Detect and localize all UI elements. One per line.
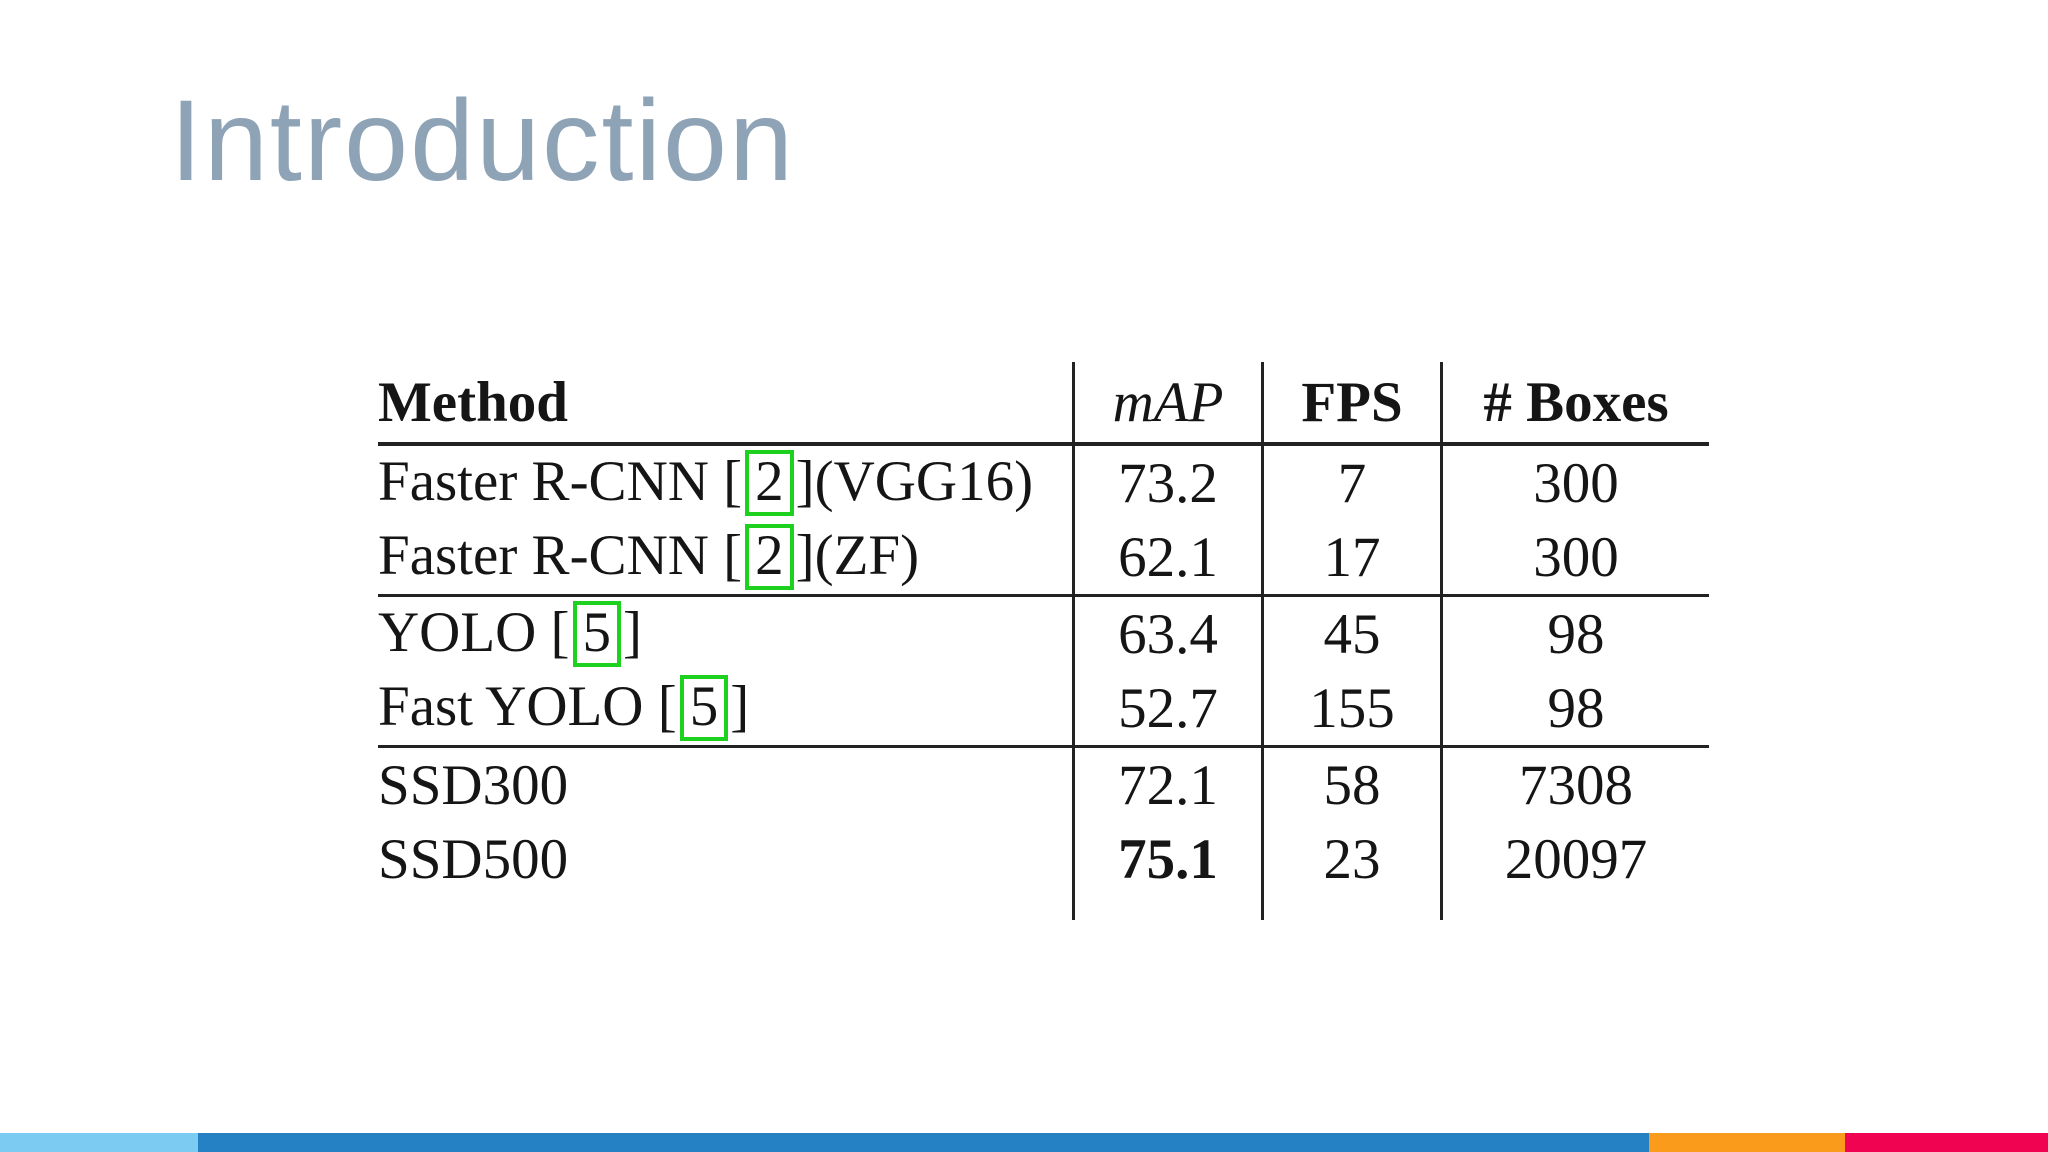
table-body: Faster R-CNN [2](VGG16) 73.2 7 300 Faste… — [378, 444, 1709, 896]
citation-box: 5 — [679, 674, 729, 742]
benchmark-table-wrap: Method mAP FPS # Boxes Faster R-CNN [2](… — [378, 362, 1709, 920]
footer-segment-pink — [1845, 1133, 2048, 1152]
boxes-cell: 300 — [1440, 444, 1709, 520]
map-cell: 73.2 — [1072, 444, 1263, 520]
fps-cell: 7 — [1261, 444, 1442, 520]
fps-cell: 45 — [1261, 594, 1442, 671]
citation-box: 5 — [572, 600, 622, 668]
method-cell: SSD500 — [378, 822, 1074, 896]
citation-box: 2 — [745, 523, 794, 591]
map-cell: 72.1 — [1072, 745, 1263, 822]
footer-segment-light-blue — [0, 1133, 199, 1152]
method-text: Fast YOLO [ — [378, 674, 677, 738]
map-cell: 52.7 — [1072, 671, 1263, 747]
method-cell: Faster R-CNN [2](ZF) — [378, 520, 1074, 596]
table-row: Faster R-CNN [2](ZF) 62.1 17 300 — [378, 520, 1709, 596]
method-cell: YOLO [5] — [378, 594, 1074, 671]
table-foot — [378, 896, 1709, 920]
boxes-cell: 20097 — [1440, 822, 1709, 896]
boxes-cell: 98 — [1440, 594, 1709, 671]
table-row: YOLO [5] 63.4 45 98 — [378, 594, 1709, 671]
tail-boxes-cell — [1440, 896, 1709, 920]
table-tail-row — [378, 896, 1709, 920]
header-fps: FPS — [1261, 362, 1442, 446]
method-text-suffix: ](VGG16) — [795, 449, 1034, 513]
tail-fps-cell — [1261, 896, 1442, 920]
table-header: Method mAP FPS # Boxes — [378, 362, 1709, 446]
table-row: SSD300 72.1 58 7308 — [378, 745, 1709, 822]
footer-segment-dark-blue — [198, 1133, 1650, 1152]
method-text: YOLO [ — [378, 600, 570, 664]
method-text: Faster R-CNN [ — [378, 449, 743, 513]
method-text: Faster R-CNN [ — [378, 523, 743, 587]
table-row: Faster R-CNN [2](VGG16) 73.2 7 300 — [378, 444, 1709, 520]
method-text: SSD500 — [378, 827, 569, 891]
method-cell: SSD300 — [378, 745, 1074, 822]
method-text-suffix: ](ZF) — [795, 523, 920, 587]
tail-map-cell — [1072, 896, 1263, 920]
boxes-cell: 7308 — [1440, 745, 1709, 822]
method-text: SSD300 — [378, 753, 569, 817]
map-cell: 63.4 — [1072, 594, 1263, 671]
method-cell: Faster R-CNN [2](VGG16) — [378, 444, 1074, 520]
header-method: Method — [378, 362, 1074, 446]
method-text-suffix: ] — [623, 600, 643, 664]
method-text-suffix: ] — [730, 674, 750, 738]
footer-segment-orange — [1649, 1133, 1846, 1152]
slide-title: Introduction — [170, 77, 795, 205]
method-cell: Fast YOLO [5] — [378, 671, 1074, 747]
footer-bar — [0, 1133, 2048, 1152]
fps-cell: 23 — [1261, 822, 1442, 896]
map-cell: 62.1 — [1072, 520, 1263, 596]
benchmark-table: Method mAP FPS # Boxes Faster R-CNN [2](… — [378, 362, 1709, 920]
header-boxes: # Boxes — [1440, 362, 1709, 446]
tail-method-cell — [378, 896, 1074, 920]
header-map: mAP — [1072, 362, 1263, 446]
table-row: SSD500 75.1 23 20097 — [378, 822, 1709, 896]
fps-cell: 155 — [1261, 671, 1442, 747]
fps-cell: 58 — [1261, 745, 1442, 822]
map-cell: 75.1 — [1072, 822, 1263, 896]
boxes-cell: 300 — [1440, 520, 1709, 596]
fps-cell: 17 — [1261, 520, 1442, 596]
table-header-row: Method mAP FPS # Boxes — [378, 362, 1709, 446]
table-row: Fast YOLO [5] 52.7 155 98 — [378, 671, 1709, 747]
boxes-cell: 98 — [1440, 671, 1709, 747]
citation-box: 2 — [745, 449, 794, 517]
